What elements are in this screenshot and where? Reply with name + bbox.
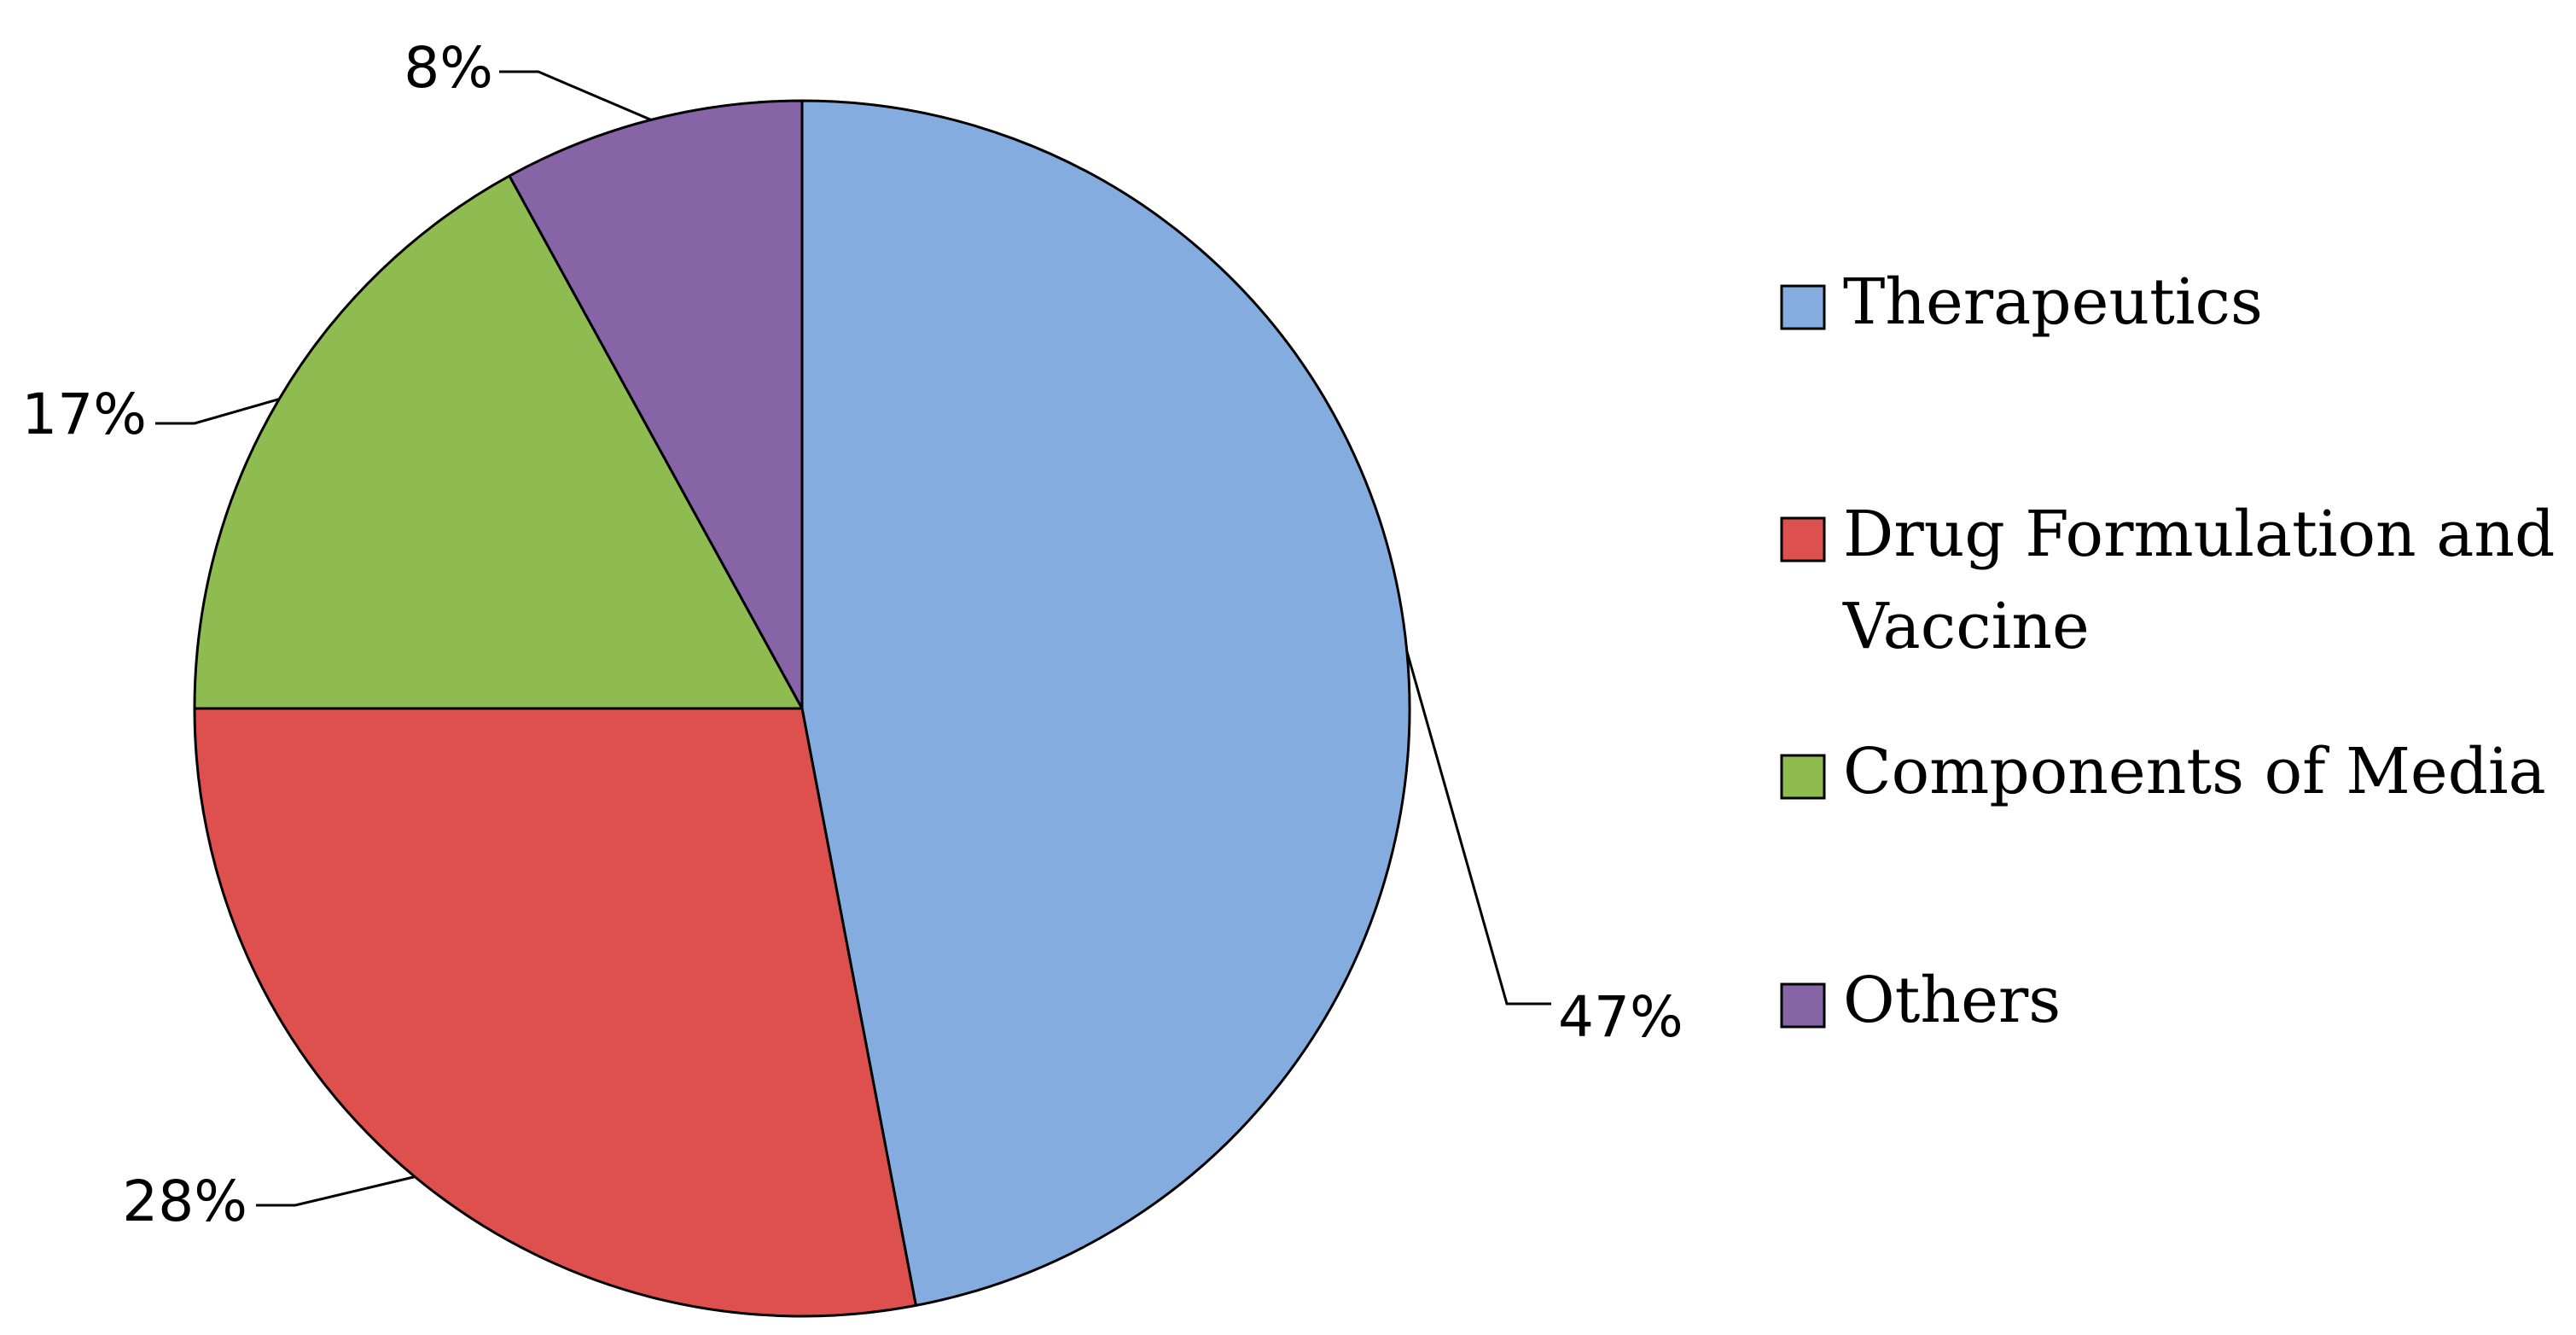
pie-slice-drug-formulation-and-vaccine [193,707,917,1318]
pie-slice-components-of-media [193,174,804,710]
value-label-1: 47% [1558,984,1683,1050]
leader-line-3 [155,398,280,425]
value-label-4: 8% [404,35,493,101]
legend: Therapeutics Drug Formulation and Vaccine C… [1780,265,2555,1037]
pie-slices [193,99,1411,1318]
value-label-2: 28% [122,1169,247,1234]
legend-swatch-4 [1780,982,1826,1029]
value-label-3: 17% [21,382,147,447]
leader-line-2 [256,1175,416,1207]
legend-swatch-1 [1780,284,1826,330]
pie-slice-therapeutics [800,99,1411,1307]
legend-label-1: Therapeutics [1843,265,2263,339]
legend-label-3: Components of Media [1843,735,2546,808]
legend-swatch-3 [1780,754,1826,800]
leader-lines [155,70,1551,1207]
legend-label-2: Drug Formulation and Vaccine [1842,498,2555,663]
legend-label-4: Others [1843,964,2061,1037]
leader-line-1 [1405,650,1551,1006]
leader-line-4 [499,70,652,121]
legend-swatch-2 [1780,516,1826,563]
pie-slice-others [508,99,804,710]
value-labels: 47% 28% 17% 8% [21,35,1683,1234]
